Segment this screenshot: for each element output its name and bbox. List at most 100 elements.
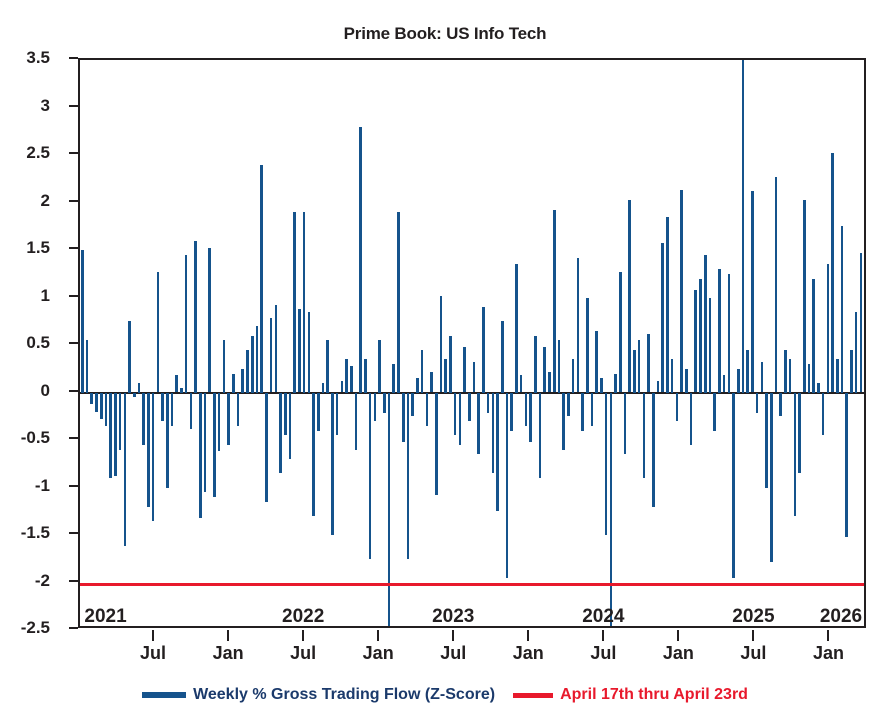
y-axis-tick-mark	[69, 342, 78, 344]
bar	[161, 392, 164, 421]
bar	[840, 226, 844, 393]
bar	[491, 392, 495, 474]
bar	[463, 346, 466, 393]
y-axis-tick-label: -1	[34, 475, 50, 495]
bar	[194, 240, 197, 393]
bar	[128, 321, 131, 393]
bar	[557, 340, 561, 393]
y-axis: 3.5 3 2.5 2 1.5 1 0.5 0 -0.5 -1 -1.5 -2 -2.5	[0, 0, 78, 714]
bar	[807, 364, 811, 393]
x-axis-year-label: 2023	[432, 606, 475, 627]
bar	[383, 392, 386, 414]
bar	[670, 359, 674, 393]
y-axis-tick-mark	[69, 437, 78, 439]
x-axis-tick-mark	[302, 630, 305, 641]
bar	[213, 392, 216, 497]
bar	[175, 375, 179, 393]
bar	[703, 254, 707, 393]
x-axis-tick-mark	[752, 630, 755, 641]
reference-line	[80, 583, 864, 587]
x-axis-months: Jul Jan Jul Jan Jul Jan Jul Jan Jul Jan	[78, 630, 866, 676]
y-axis-tick-label: 3	[40, 95, 50, 115]
x-axis-year-label: 2026	[819, 606, 863, 627]
x-axis-tick-mark	[677, 630, 680, 641]
bar	[189, 392, 193, 429]
bar	[109, 392, 112, 478]
bar	[685, 368, 688, 393]
bar	[316, 392, 320, 431]
bar	[114, 392, 117, 477]
x-axis-month-label: Jul	[740, 643, 767, 663]
bar	[293, 212, 296, 393]
bar	[604, 392, 608, 535]
bar	[184, 254, 188, 393]
bar	[718, 269, 721, 393]
bar	[397, 212, 400, 393]
bar	[755, 392, 759, 414]
bar	[652, 392, 655, 507]
bar	[364, 359, 367, 393]
bar	[609, 392, 613, 626]
bar	[199, 392, 202, 518]
bar	[453, 392, 457, 436]
bar	[430, 371, 433, 393]
bar	[708, 297, 712, 393]
bar	[727, 273, 731, 393]
bar	[713, 392, 716, 431]
bar	[529, 392, 532, 442]
bar	[279, 392, 282, 474]
legend-label-reference: April 17th thru April 23rd	[560, 686, 748, 703]
bar	[123, 392, 127, 547]
bar	[156, 271, 160, 393]
bar	[354, 392, 358, 450]
chart-legend: Weekly % Gross Trading Flow (Z-Score) Ap…	[0, 680, 890, 710]
bar	[246, 349, 249, 393]
bar	[571, 359, 575, 393]
bar	[425, 392, 429, 426]
bar	[411, 392, 414, 417]
bar	[147, 392, 150, 507]
bar	[241, 368, 245, 393]
bar	[359, 126, 363, 393]
bar	[180, 387, 183, 393]
y-axis-tick-mark	[69, 104, 78, 107]
bar	[477, 392, 480, 455]
y-axis-tick-label: 1	[40, 285, 50, 305]
bar	[850, 349, 853, 393]
legend-line-icon-reference	[513, 692, 554, 698]
bar	[680, 190, 683, 393]
bar	[661, 243, 665, 393]
bar	[208, 248, 212, 393]
bar	[236, 392, 240, 426]
bar	[779, 392, 782, 417]
bar	[439, 295, 443, 393]
bar	[444, 359, 447, 393]
bar	[552, 210, 556, 393]
bar	[736, 368, 740, 393]
y-axis-tick-label: -2	[34, 570, 50, 590]
bar	[765, 392, 768, 488]
x-axis-tick-mark	[227, 630, 230, 641]
y-axis-tick-mark	[69, 579, 78, 582]
bar	[312, 392, 315, 516]
bar	[401, 392, 405, 442]
bar	[543, 346, 547, 393]
bar	[774, 176, 778, 393]
bar	[203, 392, 207, 493]
bar	[132, 392, 136, 398]
x-axis-tick-mark	[827, 630, 830, 641]
bar	[340, 381, 344, 393]
bar	[548, 371, 551, 393]
bar	[227, 392, 230, 445]
bar	[788, 359, 792, 393]
x-axis-month-label: Jul	[140, 643, 167, 663]
y-axis-tick-mark	[69, 484, 78, 487]
bar	[95, 392, 98, 412]
page-title: Prime Book: US Info Tech	[343, 24, 547, 43]
bar	[265, 392, 268, 502]
bar	[689, 392, 693, 445]
bar	[434, 392, 438, 496]
bar	[581, 392, 584, 431]
bar	[222, 340, 226, 393]
bar	[831, 153, 834, 393]
